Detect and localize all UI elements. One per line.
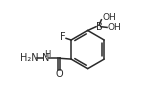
- Text: N: N: [42, 53, 50, 63]
- Text: O: O: [55, 69, 63, 79]
- Text: OH: OH: [108, 23, 122, 32]
- Text: F: F: [60, 32, 65, 42]
- Text: H₂N: H₂N: [20, 53, 39, 63]
- Text: H: H: [44, 50, 50, 59]
- Text: OH: OH: [102, 13, 116, 22]
- Text: B: B: [96, 22, 103, 32]
